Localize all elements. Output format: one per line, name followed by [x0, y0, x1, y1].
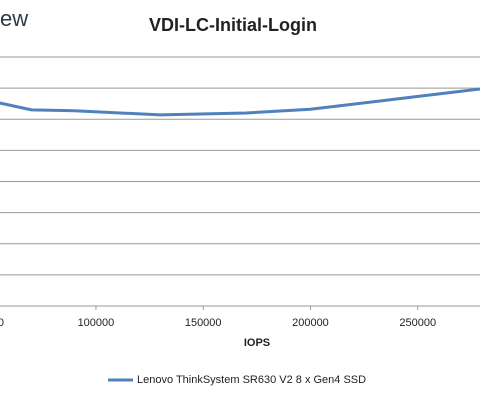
x-tick-label: 250000	[399, 317, 436, 329]
x-tick-label: 200000	[292, 317, 329, 329]
x-tick-label: 150000	[185, 317, 222, 329]
chart-title: VDI-LC-Initial-Login	[149, 15, 317, 35]
x-tick-label: 50000	[0, 317, 4, 329]
data-line	[0, 87, 480, 117]
logo-text: ew	[0, 6, 28, 31]
x-tick-label: 100000	[78, 317, 115, 329]
x-axis-label: IOPS	[244, 337, 270, 349]
legend-label: Lenovo ThinkSystem SR630 V2 8 x Gen4 SSD	[137, 374, 366, 386]
